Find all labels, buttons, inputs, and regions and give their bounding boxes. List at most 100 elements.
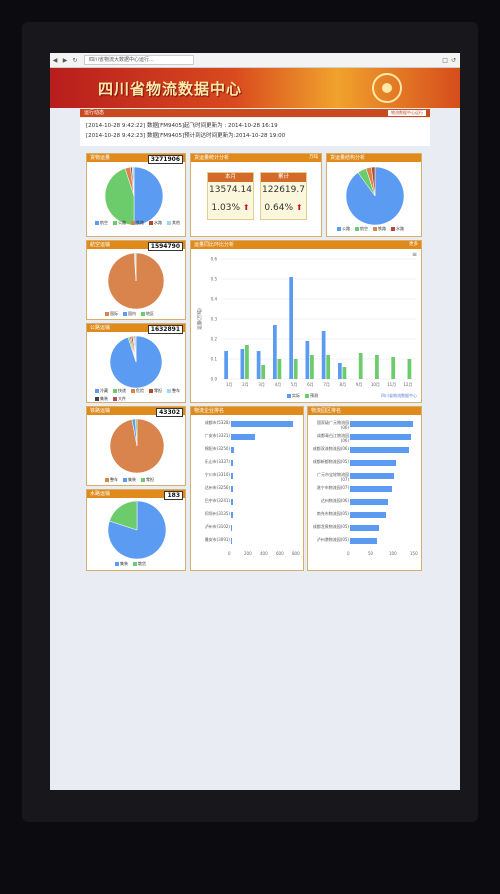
panel-enterprise-ranking: 物流企业排名 成都市(5328) 广安市(3321) 绵阳市(3250) 乐山市(33…: [190, 406, 304, 571]
browser-toolbar: ◀ ▶ ↻ 四川省物流大数据中心运行... □ ↺: [50, 53, 460, 68]
rank-label: 成都龙泉物流园(05): [312, 524, 349, 529]
x-tick-label: 0: [347, 551, 350, 556]
rank-label: 遂宁市物流园(07): [316, 485, 349, 490]
panel-header: 货物运量 3271906: [87, 154, 185, 164]
x-tick-label: 800: [292, 551, 300, 556]
bar: [293, 359, 298, 379]
rank-label: 成都青白江物流园(06): [317, 433, 349, 443]
pie-slice: [133, 166, 164, 226]
bar: [245, 345, 249, 379]
more-link[interactable]: 更多: [409, 242, 418, 247]
x-tick-label: 150: [410, 551, 418, 556]
legend: 实际 预测: [287, 393, 318, 399]
rank-bar: [231, 421, 294, 427]
kpi-label: 累计: [261, 173, 306, 182]
y-tick-label: 0.3: [211, 317, 218, 322]
kpi-value: 122619.7: [262, 185, 305, 195]
panel-header: 航空运输 1594790: [87, 241, 185, 251]
bar: [305, 341, 310, 379]
notice-button[interactable]: 物流数据中心运行: [388, 110, 426, 116]
rank-label: 绵阳市(3250): [204, 446, 230, 451]
bar: [224, 351, 228, 379]
reload-button[interactable]: ↻: [72, 56, 78, 64]
back-button[interactable]: ◀: [52, 56, 58, 64]
panel-header: 物流园区排名: [308, 407, 421, 415]
rank-bar: [231, 538, 233, 544]
rank-label: 巴中市(3241): [204, 498, 230, 503]
rank-bar: [231, 486, 233, 492]
x-tick-label: 200: [244, 551, 252, 556]
menu-icon[interactable]: ≡: [411, 251, 417, 258]
rank-label: 达州市(3256): [204, 485, 230, 490]
rank-bar: [350, 434, 411, 440]
y-tick-label: 0.5: [211, 277, 218, 282]
x-tick-label: 10月: [371, 382, 380, 387]
rank-bar: [350, 538, 378, 544]
legend-item: 水路: [149, 220, 162, 226]
page-title: 四川省物流数据中心: [98, 80, 243, 98]
panel-park-ranking: 物流园区排名 国家级广元物流园(06) 成都青白江物流园(06) 成都双流物流园(0…: [307, 406, 422, 571]
address-bar[interactable]: 四川省物流大数据中心运行...: [84, 55, 194, 65]
legend: 整车 集装 零担: [105, 477, 154, 483]
up-arrow-icon: ⬆: [295, 203, 303, 212]
legend: 公路 航空 铁路 水路: [337, 226, 423, 232]
x-tick-label: 50: [368, 551, 374, 556]
rank-label: 广安市(3321): [204, 433, 230, 438]
screen: ◀ ▶ ↻ 四川省物流大数据中心运行... □ ↺ 四川省物流数据中心 运行动态…: [50, 53, 460, 790]
x-tick-label: 4月: [275, 382, 282, 387]
rank-label: 宁川市(3310): [204, 472, 230, 477]
forward-button[interactable]: ▶: [62, 56, 68, 64]
panel-cargo-volume: 货物运量 3271906 航空 公路 铁路 水路 其他: [86, 153, 186, 237]
bar: [326, 355, 331, 379]
x-tick-label: 12月: [403, 382, 412, 387]
legend-item: 铁路: [131, 220, 144, 226]
kpi-percent: 0.64% ⬆: [264, 203, 303, 213]
x-tick-label: 400: [260, 551, 268, 556]
legend-item: 其他: [167, 220, 180, 226]
rank-bar: [350, 525, 380, 531]
panel-title: 水路运输: [90, 491, 111, 497]
x-tick-label: 5月: [291, 382, 298, 387]
bar: [358, 353, 363, 379]
legend: 冷藏 快递 危险 零担 整车 集装 大件: [95, 388, 185, 402]
pie-slice: [109, 335, 163, 389]
panel-header: 公路运输 1632891: [87, 324, 185, 334]
y-tick-label: 0.2: [211, 337, 218, 342]
rank-label: 成都市(5328): [204, 420, 230, 425]
rank-bar: [231, 525, 233, 531]
bar-chart: 0.0 0.1 0.2 0.3 0.4 0.5 0.6 运量(万吨) 1月 2月 3月 4月 5月 6月 7…: [196, 257, 416, 387]
refresh-icon[interactable]: ↺: [450, 56, 456, 64]
bar: [273, 325, 277, 379]
rank-bar: [350, 460, 397, 466]
panel-title: 公路运输: [90, 325, 111, 331]
bar: [338, 363, 342, 379]
pie-chart-structure: [345, 166, 405, 226]
rank-bar: [350, 473, 395, 479]
y-tick-label: 0.1: [211, 357, 218, 362]
count-badge: 183: [164, 490, 183, 500]
x-tick-label: 11月: [387, 382, 396, 387]
panel-header: 货运量统计分析 万吨: [191, 154, 321, 162]
panel-header: 水路运输 183: [87, 490, 185, 500]
legend-item: 航空: [95, 220, 108, 226]
x-tick-label: 2月: [242, 382, 249, 387]
rank-label: 乐山市(3337): [204, 459, 230, 464]
pie-slice: [107, 500, 167, 560]
legend: 国际 国内 地区: [105, 311, 154, 317]
kpi-monthly: 本月 13574.14 1.03% ⬆: [207, 172, 254, 220]
bar: [321, 331, 326, 379]
count-badge: 43302: [156, 407, 183, 417]
panel-volume-trend: 运量同比环比分析 更多 ≡ 0.0 0.1 0.2 0.3 0.4 0.5 0.6 运量(万吨…: [190, 240, 422, 403]
y-tick-label: 0.4: [211, 297, 218, 302]
window-icon[interactable]: □: [442, 56, 448, 64]
panel-header: 物流企业排名: [191, 407, 303, 415]
panel-title: 物流园区排名: [311, 408, 342, 414]
rank-label: 泸州港物流园(05): [316, 537, 349, 542]
rank-bar: [350, 447, 409, 453]
count-badge: 3271906: [147, 154, 183, 164]
notice-title: 运行动态: [84, 110, 105, 116]
rank-label: 成都新都物流园(05): [312, 459, 349, 464]
count-badge: 1594790: [147, 241, 183, 251]
legend-item: 公路: [113, 220, 126, 226]
kpi-total: 累计 122619.7 0.64% ⬆: [260, 172, 307, 220]
